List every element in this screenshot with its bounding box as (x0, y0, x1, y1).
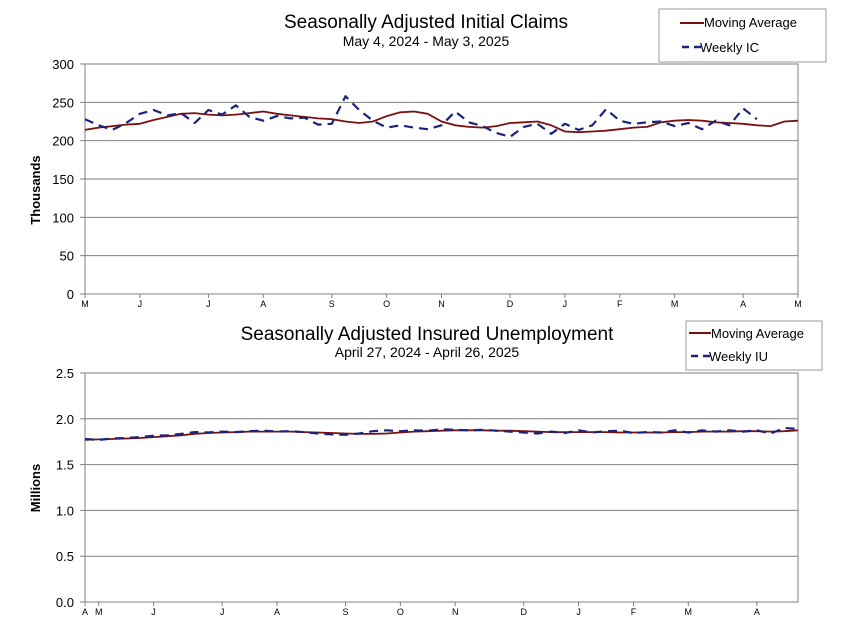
plot-area (84, 372, 799, 603)
y-tick-label: 300 (52, 57, 74, 72)
legend-label-moving-average: Moving Average (711, 326, 804, 341)
y-tick-label: 250 (52, 95, 74, 110)
y-tick-labels: 0.0 0.5 1.0 1.5 2.0 2.5 (56, 366, 74, 610)
x-tick-label: A (82, 607, 88, 617)
legend: Moving Average Weekly IC (658, 8, 827, 63)
x-tick-label: F (631, 607, 637, 617)
initial-claims-chart: Seasonally Adjusted Initial Claims May 4… (28, 8, 827, 309)
y-tick-label: 200 (52, 134, 74, 149)
series-line-weekly (84, 95, 758, 138)
legend-box (685, 320, 823, 371)
x-tick-label: A (740, 299, 746, 309)
y-tick-labels: 0 50 100 150 200 250 300 (52, 57, 74, 302)
y-tick-label: 100 (52, 210, 74, 225)
x-tick-label: M (95, 607, 103, 617)
x-tick-label: J (220, 607, 225, 617)
x-tick-label: A (260, 299, 266, 309)
y-tick-label: 50 (60, 249, 74, 264)
x-tick-label: S (343, 607, 349, 617)
chart-title: Seasonally Adjusted Insured Unemployment (241, 324, 615, 345)
series-line-moving-average (84, 429, 799, 441)
x-tick-label: N (452, 607, 459, 617)
y-tick-label: 150 (52, 172, 74, 187)
gridlines (80, 63, 799, 298)
insured-unemployment-chart: Seasonally Adjusted Insured Unemployment… (28, 320, 823, 617)
series-lines (84, 426, 799, 441)
chart-title: Seasonally Adjusted Initial Claims (284, 12, 568, 33)
y-tick-label: 0.0 (56, 595, 74, 610)
gridlines (80, 372, 798, 606)
x-tick-label: M (685, 607, 693, 617)
series-line-moving-average (84, 110, 799, 134)
x-tick-label: S (329, 299, 335, 309)
x-tick-label: J (206, 299, 211, 309)
x-tick-label: N (438, 299, 445, 309)
x-tick-label: M (794, 299, 802, 309)
x-tick-label: J (563, 299, 568, 309)
legend: Moving Average Weekly IU (685, 320, 823, 371)
y-axis-label: Millions (28, 464, 43, 512)
series-lines (84, 95, 799, 138)
y-tick-label: 2.5 (56, 366, 74, 381)
y-tick-label: 2.0 (56, 412, 74, 427)
x-tick-label: J (138, 299, 143, 309)
legend-label-weekly: Weekly IC (700, 40, 759, 55)
y-tick-label: 1.5 (56, 458, 74, 473)
y-tick-label: 0 (67, 287, 74, 302)
x-tick-label: D (507, 299, 514, 309)
chart-subtitle: April 27, 2024 - April 26, 2025 (335, 344, 520, 360)
x-tick-label: F (617, 299, 623, 309)
legend-label-weekly: Weekly IU (709, 349, 768, 364)
x-tick-label: D (521, 607, 528, 617)
chart-subtitle: May 4, 2024 - May 3, 2025 (343, 33, 510, 49)
x-tick-label: A (274, 607, 280, 617)
x-tick-label: J (151, 607, 156, 617)
y-tick-label: 1.0 (56, 503, 74, 518)
x-tick-label: J (576, 607, 581, 617)
x-tick-label: O (397, 607, 404, 617)
x-tick-label: O (383, 299, 390, 309)
y-tick-label: 0.5 (56, 549, 74, 564)
legend-box (658, 8, 827, 63)
y-axis-label: Thousands (28, 155, 43, 224)
x-tick-label: M (81, 299, 89, 309)
x-tick-label: A (754, 607, 760, 617)
x-tick-label: M (671, 299, 679, 309)
legend-label-moving-average: Moving Average (704, 15, 797, 30)
